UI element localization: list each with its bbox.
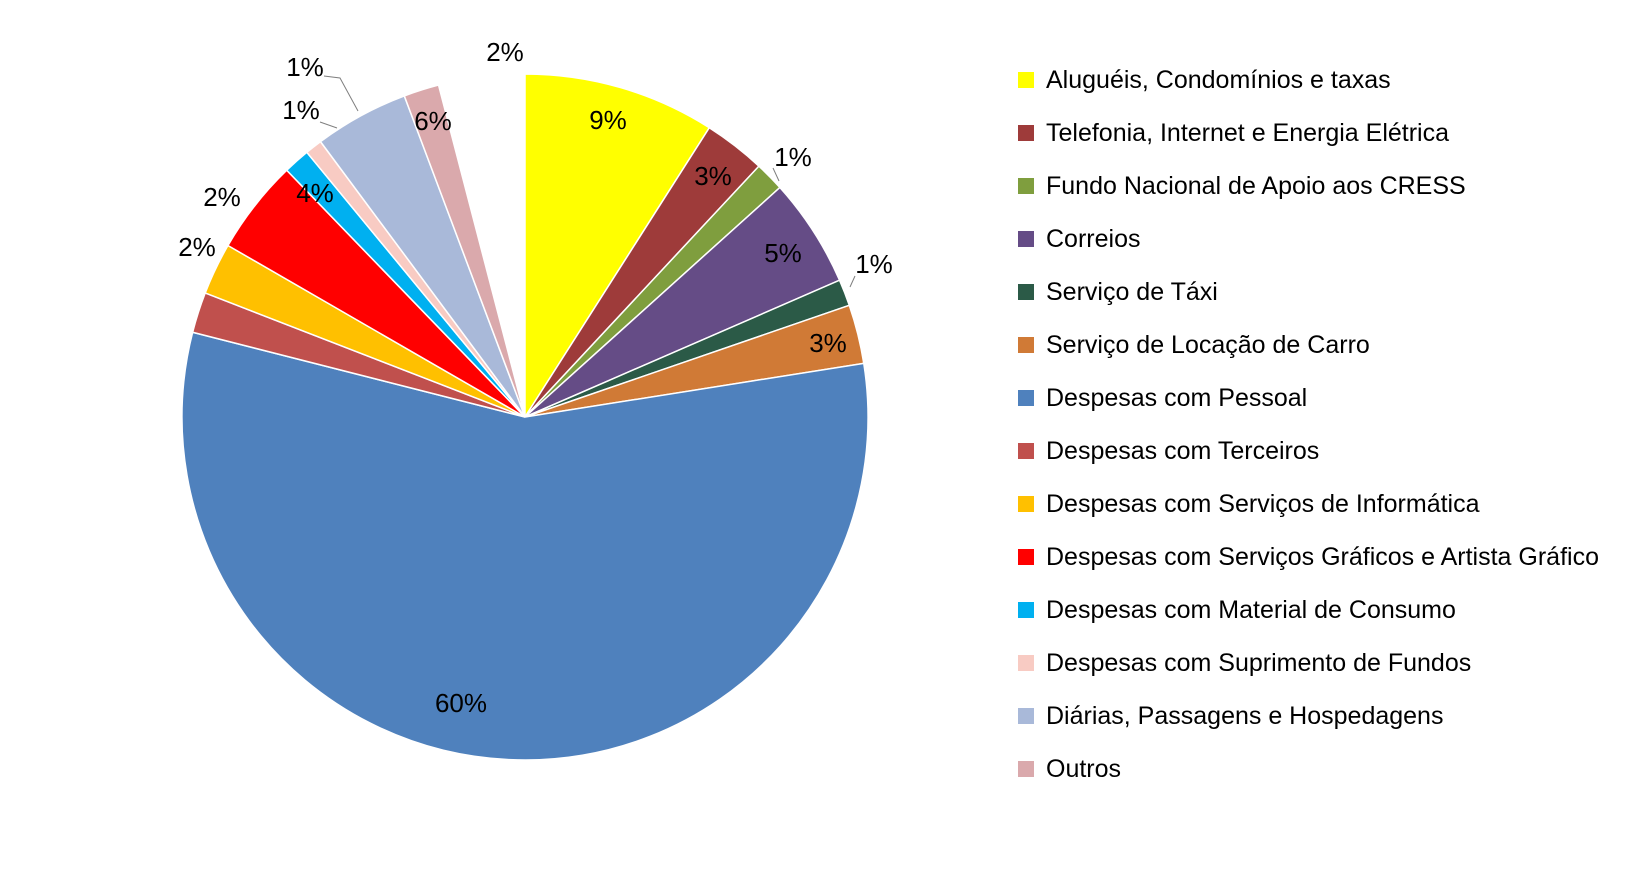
data-label-1: 9%	[589, 105, 627, 135]
legend-swatch	[1018, 443, 1034, 459]
legend-item: Despesas com Serviços de Informática	[1018, 484, 1480, 524]
legend-item: Diárias, Passagens e Hospedagens	[1018, 696, 1443, 736]
data-label-5: 1%	[855, 249, 893, 279]
leader-line-5	[849, 275, 856, 288]
legend-item: Despesas com Terceiros	[1018, 431, 1319, 471]
legend-swatch	[1018, 390, 1034, 406]
legend-swatch	[1018, 496, 1034, 512]
legend-item: Telefonia, Internet e Energia Elétrica	[1018, 113, 1449, 153]
data-label-11: 1%	[282, 95, 320, 125]
legend-label: Despesas com Pessoal	[1046, 383, 1308, 412]
pie-slice-7	[181, 331, 869, 761]
leader-line-3	[772, 167, 780, 182]
legend-label: Outros	[1046, 754, 1122, 783]
legend-label: Despesas com Suprimento de Fundos	[1046, 648, 1472, 677]
legend-swatch	[1018, 72, 1034, 88]
legend-swatch	[1018, 231, 1034, 247]
legend-swatch	[1018, 125, 1034, 141]
leader-line-12	[323, 75, 359, 112]
pie-slice-1	[524, 73, 711, 420]
legend-swatch	[1018, 337, 1034, 353]
legend-label: Serviço de Locação de Carro	[1046, 330, 1370, 359]
legend-item: Serviço de Locação de Carro	[1018, 325, 1370, 365]
data-label-4: 5%	[764, 238, 802, 268]
legend-label: Telefonia, Internet e Energia Elétrica	[1046, 118, 1450, 147]
legend-item: Serviço de Táxi	[1018, 272, 1218, 312]
legend-swatch	[1018, 178, 1034, 194]
pie-chart: 9% 3% 1% 5% 1% 3% 60% 2% 2% 4% 1% 1% 6% 2%	[178, 37, 893, 761]
leader-line-11	[319, 121, 338, 129]
legend-swatch	[1018, 708, 1034, 724]
legend-label: Despesas com Serviços de Informática	[1046, 489, 1480, 518]
legend-swatch	[1018, 602, 1034, 618]
legend-item: Correios	[1018, 219, 1140, 259]
legend-swatch	[1018, 761, 1034, 777]
legend-item: Outros	[1018, 749, 1121, 789]
data-label-6: 3%	[809, 328, 847, 358]
data-label-14: 2%	[486, 37, 524, 67]
legend-item: Despesas com Pessoal	[1018, 378, 1307, 418]
legend-label: Serviço de Táxi	[1046, 277, 1218, 306]
legend-label: Despesas com Material de Consumo	[1046, 595, 1456, 624]
legend-item: Aluguéis, Condomínios e taxas	[1018, 60, 1391, 100]
data-label-13: 6%	[414, 106, 452, 136]
legend-label: Diárias, Passagens e Hospedagens	[1046, 701, 1444, 730]
legend-item: Despesas com Serviços Gráficos e Artista…	[1018, 537, 1599, 577]
legend-label: Despesas com Terceiros	[1046, 436, 1320, 465]
data-label-12: 1%	[286, 52, 324, 82]
legend-label: Aluguéis, Condomínios e taxas	[1046, 65, 1391, 94]
data-label-2: 3%	[694, 161, 732, 191]
legend-label: Fundo Nacional de Apoio aos CRESS	[1046, 171, 1466, 200]
legend-item: Despesas com Suprimento de Fundos	[1018, 643, 1471, 683]
legend-swatch	[1018, 549, 1034, 565]
data-label-10: 4%	[296, 178, 334, 208]
legend-label: Correios	[1046, 224, 1141, 253]
data-label-3: 1%	[774, 142, 812, 172]
legend-label: Despesas com Serviços Gráficos e Artista…	[1046, 542, 1599, 571]
legend-swatch	[1018, 284, 1034, 300]
data-label-8: 2%	[178, 232, 216, 262]
legend-item: Despesas com Material de Consumo	[1018, 590, 1456, 630]
data-label-7: 60%	[435, 688, 487, 718]
legend-swatch	[1018, 655, 1034, 671]
pie-slice-14	[403, 84, 526, 418]
legend-item: Fundo Nacional de Apoio aos CRESS	[1018, 166, 1466, 206]
data-label-9: 2%	[203, 182, 241, 212]
